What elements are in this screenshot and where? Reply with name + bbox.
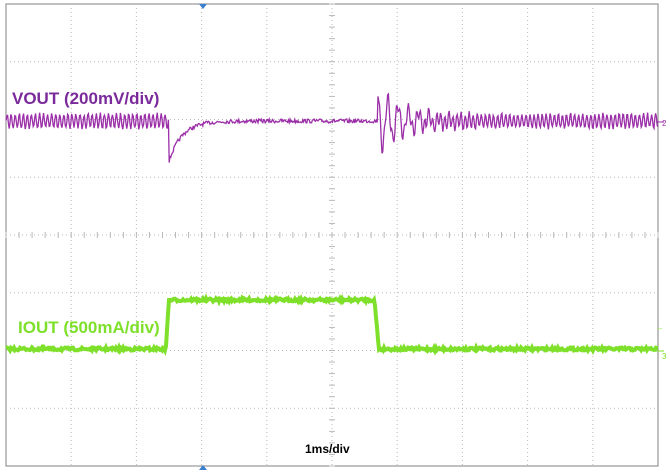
channel-2-marker-label: 2 <box>662 119 667 128</box>
svg-text:←: ← <box>656 323 664 332</box>
channel-3-marker-label: 3 <box>662 352 667 361</box>
vout-label: VOUT (200mV/div) <box>12 89 159 108</box>
timebase-label: 1ms/div <box>305 442 350 456</box>
arrow-left-icon: ← <box>656 323 664 332</box>
iout-label: IOUT (500mA/div) <box>18 318 160 337</box>
